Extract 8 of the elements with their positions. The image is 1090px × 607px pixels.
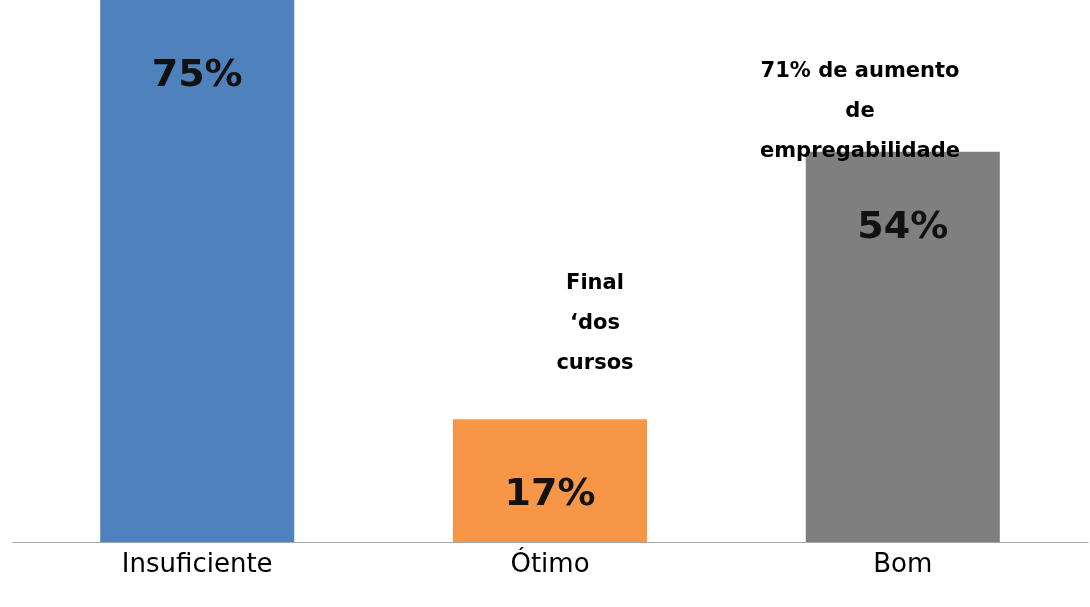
data-label: 17%	[504, 470, 596, 515]
x-tick-label: Bom	[873, 547, 933, 578]
annotation: 71% de aumento de empregabilidade	[759, 58, 961, 162]
x-tick-label: Insuficiente	[121, 547, 273, 578]
data-label: 75%	[151, 51, 243, 95]
data-label: 54%	[857, 202, 949, 247]
x-tick-label: Ótimo	[510, 546, 590, 578]
annotation: Final ‘dos cursos	[556, 270, 634, 374]
